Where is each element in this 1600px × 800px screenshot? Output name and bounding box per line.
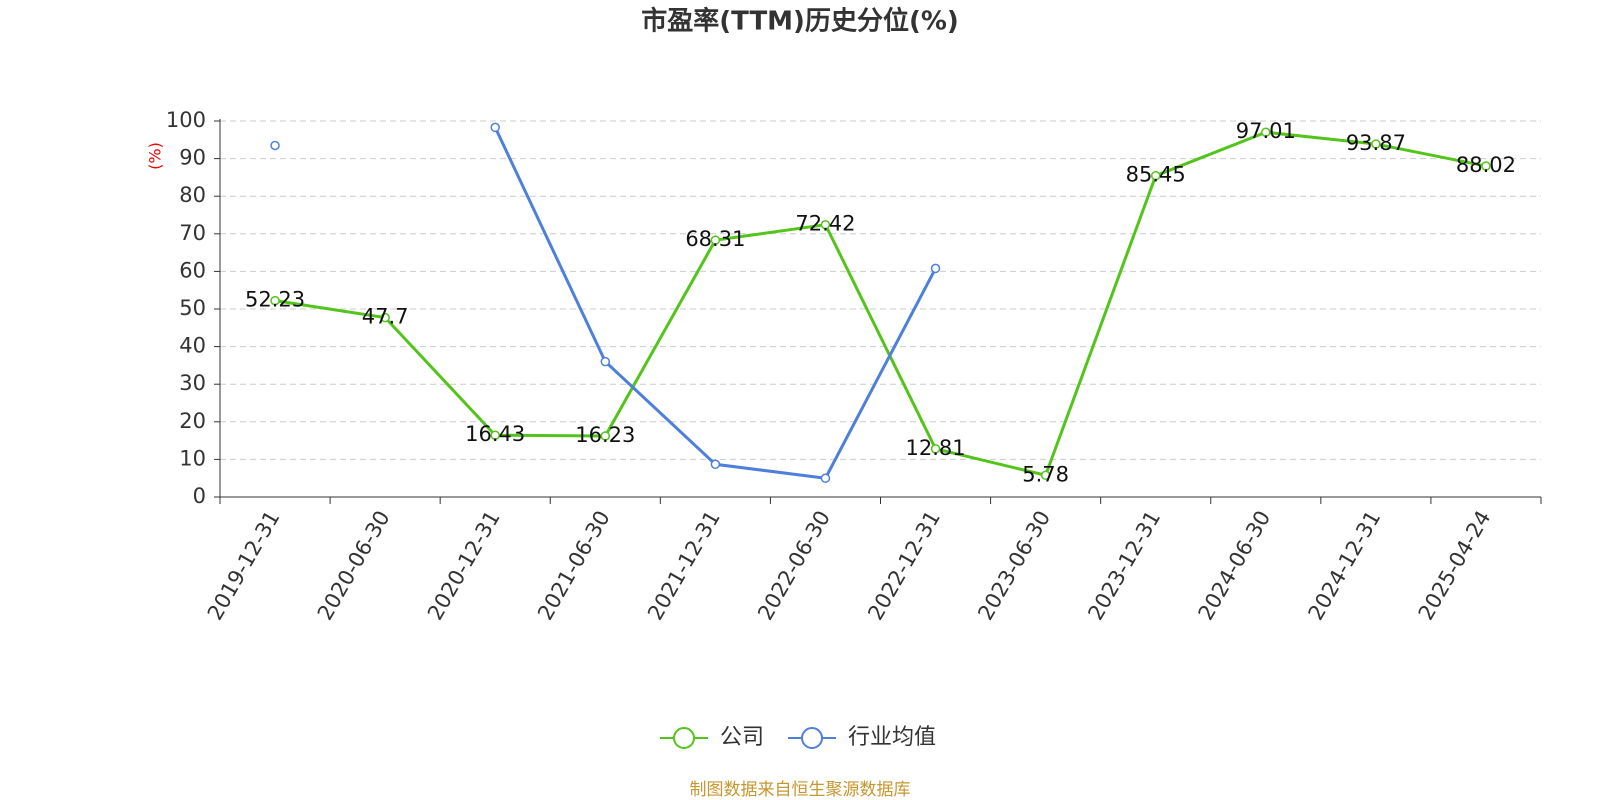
x-tick-label: 2022-06-30 [753,507,835,625]
data-point [380,312,390,323]
data-point [820,473,831,483]
data-label: 52.23 [245,288,305,312]
x-tick-label: 2023-06-30 [973,507,1055,625]
data-label: 72.42 [795,212,855,236]
y-tick-label: 100 [166,108,206,132]
x-tick-label: 2021-12-31 [643,507,725,625]
data-label: 16.43 [465,422,525,446]
data-point [600,356,611,367]
data-label: 97.01 [1236,119,1296,143]
data-point [1261,127,1271,137]
y-tick-label: 60 [179,258,206,282]
data-point [490,122,500,133]
y-tick-label: 50 [179,296,206,320]
y-tick-label: 20 [179,409,206,433]
data-point [1150,170,1161,181]
legend-item[interactable]: 公司 [660,725,764,750]
x-tick-label: 2022-12-31 [863,507,945,625]
data-point [600,431,611,441]
data-point [710,235,721,245]
x-tick-label: 2021-06-30 [533,507,615,625]
legend-label: 公司 [720,725,764,750]
data-label: 12.81 [905,436,965,460]
y-tick-label: 10 [179,446,206,470]
data-label: 16.23 [575,423,635,447]
y-tick-label: 90 [179,146,206,170]
data-label: 93.87 [1346,131,1406,155]
data-point [710,459,721,470]
y-tick-label: 0 [193,484,206,508]
data-label: 68.31 [685,227,745,251]
x-tick-label: 2020-06-30 [313,507,395,625]
chart-title: 市盈率(TTM)历史分位(%) [641,6,959,37]
y-tick-label: 30 [179,371,206,395]
y-axis-label: (%) [146,142,165,170]
x-tick-label: 2025-04-24 [1414,507,1496,625]
legend-marker [801,727,824,749]
x-tick-label: 2024-12-31 [1304,507,1386,625]
data-point [930,444,941,454]
x-tick-label: 2019-12-31 [203,507,285,625]
data-point [270,140,280,151]
source-note: 制图数据来自恒生聚源数据库 [690,780,911,800]
x-tick-label: 2020-12-31 [423,507,505,625]
y-tick-label: 70 [179,221,206,245]
data-label: 88.02 [1456,153,1516,177]
data-point [930,263,941,274]
y-tick-label: 80 [179,183,206,207]
data-point [270,295,280,306]
series-line [274,130,1487,478]
data-point [1371,139,1381,149]
data-point [820,219,831,230]
data-point [1040,470,1051,481]
data-label: 47.7 [362,305,409,329]
data-point [1481,161,1491,171]
data-point [490,430,500,440]
x-tick-label: 2023-12-31 [1083,507,1165,625]
series-line [493,126,937,480]
legend-item[interactable]: 行业均值 [788,725,936,750]
legend-label: 行业均值 [848,725,936,750]
x-tick-label: 2024-06-30 [1194,507,1276,625]
data-label: 85.45 [1126,163,1186,187]
legend-marker [673,727,695,749]
y-tick-label: 40 [179,334,206,358]
data-label: 5.78 [1022,462,1069,486]
